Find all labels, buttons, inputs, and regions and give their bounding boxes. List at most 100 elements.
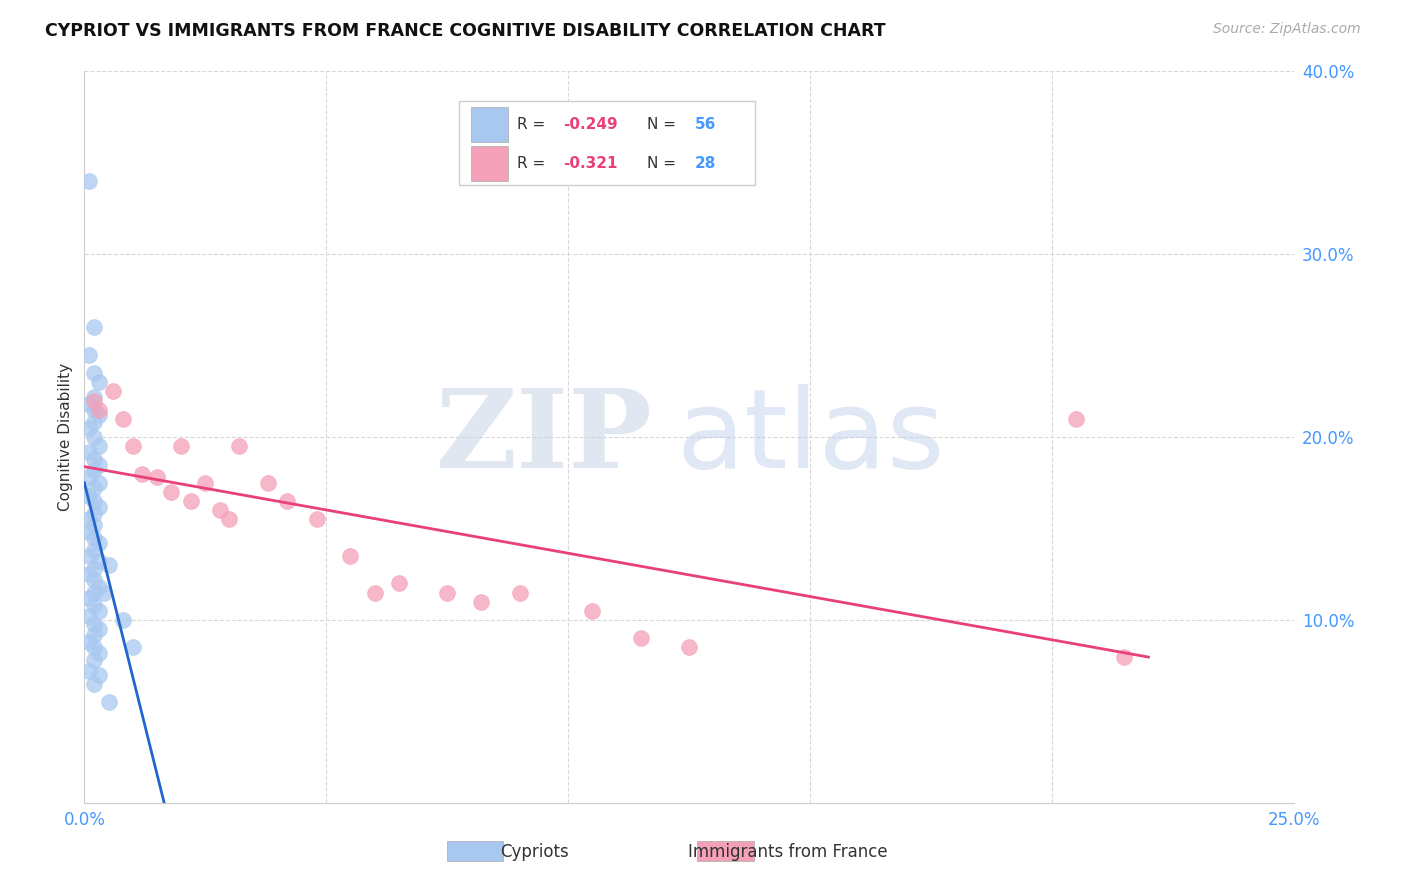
Point: [388, 576, 411, 591]
Bar: [471, 146, 508, 181]
Point: [87, 458, 110, 472]
Point: [363, 585, 385, 599]
Y-axis label: Cognitive Disability: Cognitive Disability: [58, 363, 73, 511]
Point: [83, 393, 105, 408]
Text: R =: R =: [517, 156, 550, 171]
Point: [83, 585, 105, 599]
Point: [83, 463, 105, 477]
Point: [103, 384, 125, 399]
Point: [305, 512, 328, 526]
Point: [83, 481, 105, 495]
Point: [180, 494, 202, 508]
Point: [83, 494, 105, 508]
Point: [77, 635, 100, 649]
Point: [470, 594, 492, 608]
Point: [83, 416, 105, 430]
Bar: [447, 841, 503, 861]
Point: [87, 475, 110, 490]
Point: [121, 640, 143, 655]
Point: [87, 604, 110, 618]
Point: [83, 430, 105, 444]
Point: [87, 622, 110, 636]
Point: [87, 375, 110, 389]
Point: [83, 320, 105, 334]
Point: [77, 444, 100, 458]
Point: [87, 500, 110, 514]
Point: [160, 485, 183, 500]
Point: [83, 531, 105, 545]
Text: -0.321: -0.321: [564, 156, 617, 171]
Text: N =: N =: [647, 156, 681, 171]
Point: [97, 558, 120, 573]
Point: [87, 439, 110, 453]
Text: 28: 28: [695, 156, 717, 171]
Text: Source: ZipAtlas.com: Source: ZipAtlas.com: [1213, 22, 1361, 37]
Point: [83, 640, 105, 655]
Point: [77, 489, 100, 503]
Text: N =: N =: [647, 117, 681, 132]
Point: [87, 554, 110, 568]
Point: [87, 536, 110, 550]
Point: [1064, 412, 1087, 426]
Point: [83, 599, 105, 613]
Text: -0.249: -0.249: [564, 117, 617, 132]
Text: Cypriots: Cypriots: [501, 843, 568, 861]
Point: [83, 627, 105, 641]
Point: [77, 609, 100, 624]
Point: [257, 475, 280, 490]
Point: [146, 470, 169, 484]
Point: [93, 585, 115, 599]
Point: [83, 402, 105, 417]
Point: [83, 562, 105, 576]
Point: [77, 470, 100, 484]
Point: [121, 439, 143, 453]
Point: [208, 503, 231, 517]
Point: [218, 512, 240, 526]
Point: [77, 567, 100, 582]
Point: [77, 525, 100, 540]
Text: ZIP: ZIP: [436, 384, 652, 491]
Point: [83, 452, 105, 467]
Point: [581, 604, 603, 618]
Point: [83, 543, 105, 558]
Point: [630, 632, 652, 646]
Point: [276, 494, 298, 508]
Text: atlas: atlas: [676, 384, 945, 491]
Point: [83, 366, 105, 380]
Point: [77, 549, 100, 563]
Point: [77, 664, 100, 678]
Point: [83, 653, 105, 667]
Point: [678, 640, 700, 655]
Point: [77, 591, 100, 605]
Bar: [697, 841, 754, 861]
FancyBboxPatch shape: [460, 101, 755, 185]
Point: [87, 646, 110, 660]
Point: [77, 348, 100, 362]
Point: [83, 677, 105, 691]
Point: [509, 585, 531, 599]
Bar: [471, 107, 508, 142]
Point: [131, 467, 153, 481]
Point: [1114, 649, 1136, 664]
Point: [83, 616, 105, 631]
Point: [83, 573, 105, 587]
Point: [339, 549, 361, 563]
Text: CYPRIOT VS IMMIGRANTS FROM FRANCE COGNITIVE DISABILITY CORRELATION CHART: CYPRIOT VS IMMIGRANTS FROM FRANCE COGNIT…: [45, 22, 886, 40]
Text: 56: 56: [695, 117, 717, 132]
Point: [77, 512, 100, 526]
Point: [83, 507, 105, 521]
Point: [112, 613, 135, 627]
Point: [97, 695, 120, 709]
Point: [194, 475, 217, 490]
Point: [436, 585, 458, 599]
Point: [77, 174, 100, 188]
Point: [83, 390, 105, 404]
Point: [170, 439, 193, 453]
Point: [87, 580, 110, 594]
Point: [228, 439, 250, 453]
Point: [77, 421, 100, 435]
Point: [87, 408, 110, 422]
Point: [83, 517, 105, 532]
Point: [77, 397, 100, 411]
Text: R =: R =: [517, 117, 550, 132]
